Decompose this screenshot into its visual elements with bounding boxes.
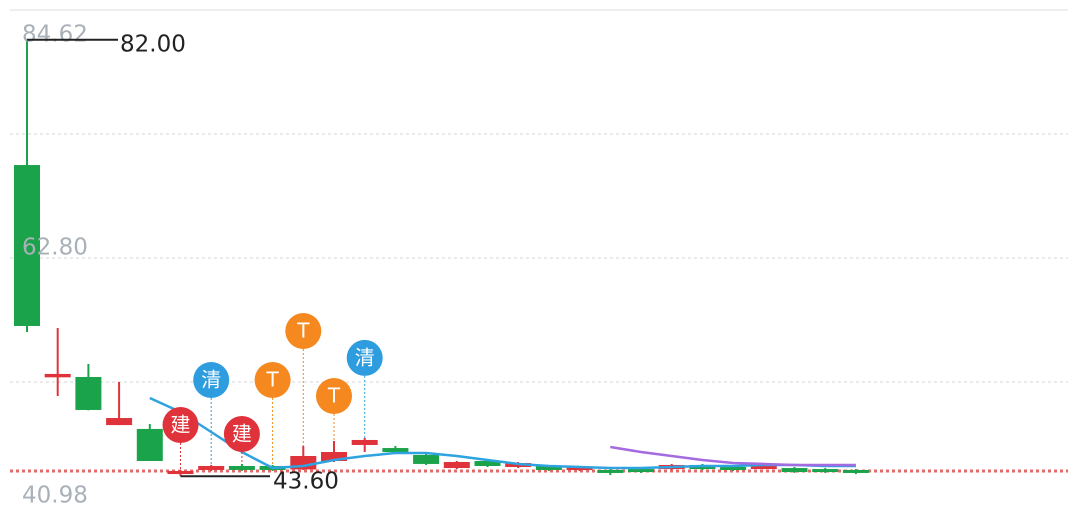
- ma-line: [149, 396, 856, 470]
- signal-badge: [223, 415, 260, 452]
- candle-body: [351, 439, 378, 445]
- signal-label: 建: [171, 412, 191, 436]
- candle-body: [228, 465, 255, 470]
- y-tick-label: 40.98: [22, 483, 88, 506]
- signal-badge: [193, 361, 230, 398]
- signal-badge: [316, 377, 352, 414]
- candle-body: [566, 467, 593, 471]
- max-label: 82.00: [120, 31, 186, 57]
- candle-body: [136, 428, 163, 461]
- candle-body: [106, 418, 133, 426]
- signal-label: 建: [232, 421, 252, 445]
- min-label: 43.60: [273, 469, 339, 495]
- candle-body: [720, 467, 747, 471]
- candle-body: [812, 469, 839, 473]
- candle-body: [597, 469, 624, 473]
- candle-body: [44, 373, 71, 378]
- candle-body: [474, 460, 501, 466]
- ma-line: [610, 445, 856, 467]
- candle-body: [413, 454, 440, 464]
- signal-label: 清: [201, 367, 221, 391]
- candle-body: [14, 165, 40, 326]
- candle-body: [750, 465, 777, 470]
- signal-label: T: [265, 367, 279, 391]
- candle-body: [781, 468, 808, 473]
- signal-badge: [285, 312, 322, 349]
- y-tick-label: 62.80: [22, 235, 88, 261]
- candle-body: [321, 452, 347, 461]
- candle-body: [443, 462, 470, 469]
- candle-body: [628, 469, 654, 473]
- candle-body: [75, 376, 102, 410]
- signal-badge: [346, 339, 383, 376]
- candle-body: [167, 470, 194, 475]
- signal-badge: [254, 361, 291, 398]
- candle-body: [535, 465, 562, 470]
- signal-label: T: [327, 383, 341, 407]
- signal-label: 清: [355, 345, 375, 369]
- candle-body: [382, 448, 409, 453]
- candle-body: [842, 469, 869, 473]
- signal-label: T: [296, 318, 310, 342]
- candle-body: [198, 465, 225, 470]
- signal-badge: [162, 406, 199, 443]
- y-tick-label: 84.62: [22, 22, 88, 48]
